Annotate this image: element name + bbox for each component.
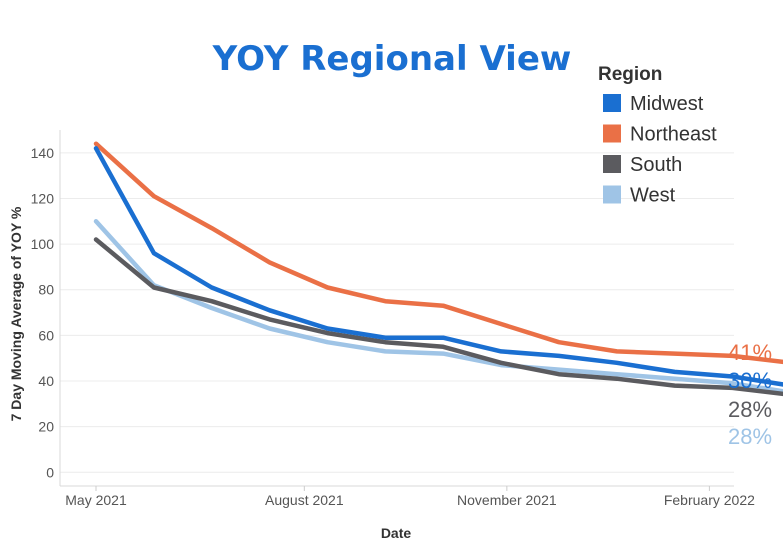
end-label-west: 28% bbox=[728, 424, 772, 449]
x-tick-label: August 2021 bbox=[265, 492, 344, 508]
grid-lines bbox=[59, 130, 734, 487]
series-line-west bbox=[93, 219, 783, 394]
legend-label-west: West bbox=[630, 185, 676, 207]
legend-label-northeast: Northeast bbox=[630, 124, 717, 146]
x-tick-label: February 2022 bbox=[664, 492, 755, 508]
x-tick-label: May 2021 bbox=[65, 492, 127, 508]
x-axis-ticks: May 2021 August 2021 November 2021 February… bbox=[65, 486, 755, 508]
end-label-midwest: 30% bbox=[728, 368, 772, 393]
x-tick-label: November 2021 bbox=[457, 492, 557, 508]
legend-label-south: South bbox=[630, 154, 682, 176]
series-line-midwest bbox=[93, 146, 783, 387]
legend-swatch-south bbox=[603, 155, 621, 173]
y-tick-label: 40 bbox=[38, 373, 54, 389]
y-tick-label: 100 bbox=[31, 236, 55, 252]
y-tick-label: 140 bbox=[31, 145, 55, 161]
chart-title: YOY Regional View bbox=[212, 39, 572, 79]
series-line-northeast bbox=[93, 141, 783, 365]
x-axis-label: Date bbox=[381, 525, 412, 541]
legend-title: Region bbox=[598, 64, 662, 85]
series-lines bbox=[93, 141, 783, 397]
y-tick-label: 120 bbox=[31, 190, 55, 206]
legend-label-midwest: Midwest bbox=[630, 93, 704, 115]
y-tick-label: 20 bbox=[38, 419, 54, 435]
y-tick-label: 0 bbox=[46, 464, 54, 480]
y-tick-label: 80 bbox=[38, 282, 54, 298]
y-tick-label: 60 bbox=[38, 327, 54, 343]
end-label-northeast: 41% bbox=[728, 340, 772, 365]
legend-swatch-west bbox=[603, 185, 621, 204]
legend-swatch-northeast bbox=[603, 124, 621, 143]
end-label-south: 28% bbox=[728, 397, 772, 422]
y-axis-ticks: 0 20 40 60 80 100 120 140 bbox=[31, 145, 55, 480]
y-axis-label: 7 Day Moving Average of YOY % bbox=[8, 206, 24, 421]
series-line-south bbox=[93, 237, 783, 397]
legend-swatch-midwest bbox=[603, 94, 621, 112]
end-labels: 28%28% 41% 30% bbox=[728, 340, 772, 449]
legend: Region Midwest Northeast South West bbox=[598, 64, 717, 207]
